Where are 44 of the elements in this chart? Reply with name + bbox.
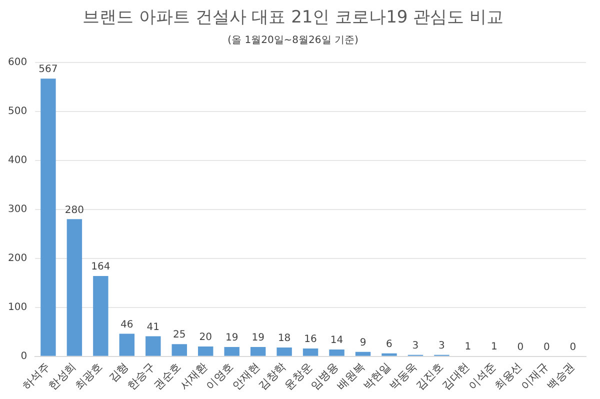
data-label: 19 xyxy=(225,332,238,344)
bar xyxy=(119,334,135,356)
bar xyxy=(146,336,161,356)
chart-title: 브랜드 아파트 건설사 대표 21인 코로나19 관심도 비교 xyxy=(82,8,504,28)
bar xyxy=(93,276,108,356)
data-label: 41 xyxy=(146,322,160,333)
data-label: 16 xyxy=(304,334,317,346)
bar xyxy=(66,219,82,356)
data-label: 25 xyxy=(173,330,186,341)
data-label: 280 xyxy=(64,204,84,216)
y-tick-label: 100 xyxy=(8,302,28,313)
bar xyxy=(302,348,318,356)
data-label: 20 xyxy=(199,332,212,344)
data-label: 0 xyxy=(570,342,576,353)
bar xyxy=(329,349,344,356)
data-label: 46 xyxy=(120,319,134,330)
y-tick-label: 200 xyxy=(8,252,28,264)
bar xyxy=(250,347,266,356)
bar xyxy=(224,347,240,356)
y-tick-label: 500 xyxy=(8,106,28,117)
y-tick-label: 600 xyxy=(8,56,28,68)
chart-subtitle: (올 1월20일~8월26일 기준) xyxy=(228,34,358,46)
data-label: 0 xyxy=(517,342,524,353)
data-label: 164 xyxy=(91,262,110,273)
data-label: 18 xyxy=(278,333,291,344)
bar xyxy=(40,78,56,356)
data-label: 14 xyxy=(330,335,344,346)
data-label: 6 xyxy=(386,338,392,350)
bar xyxy=(355,352,371,356)
data-label: 3 xyxy=(438,340,445,352)
data-label: 567 xyxy=(38,64,58,76)
data-label: 1 xyxy=(464,341,472,352)
bar xyxy=(276,348,292,356)
y-tick-label: 400 xyxy=(8,154,28,166)
y-tick-label: 300 xyxy=(8,204,28,215)
y-tick-label: 0 xyxy=(20,350,28,362)
data-label: 0 xyxy=(543,342,550,353)
data-label: 9 xyxy=(360,338,366,349)
bar xyxy=(382,353,397,356)
bar xyxy=(172,344,187,356)
data-label: 3 xyxy=(412,340,419,352)
data-label: 1 xyxy=(490,341,498,352)
data-label: 19 xyxy=(252,332,264,344)
bar xyxy=(198,346,214,356)
